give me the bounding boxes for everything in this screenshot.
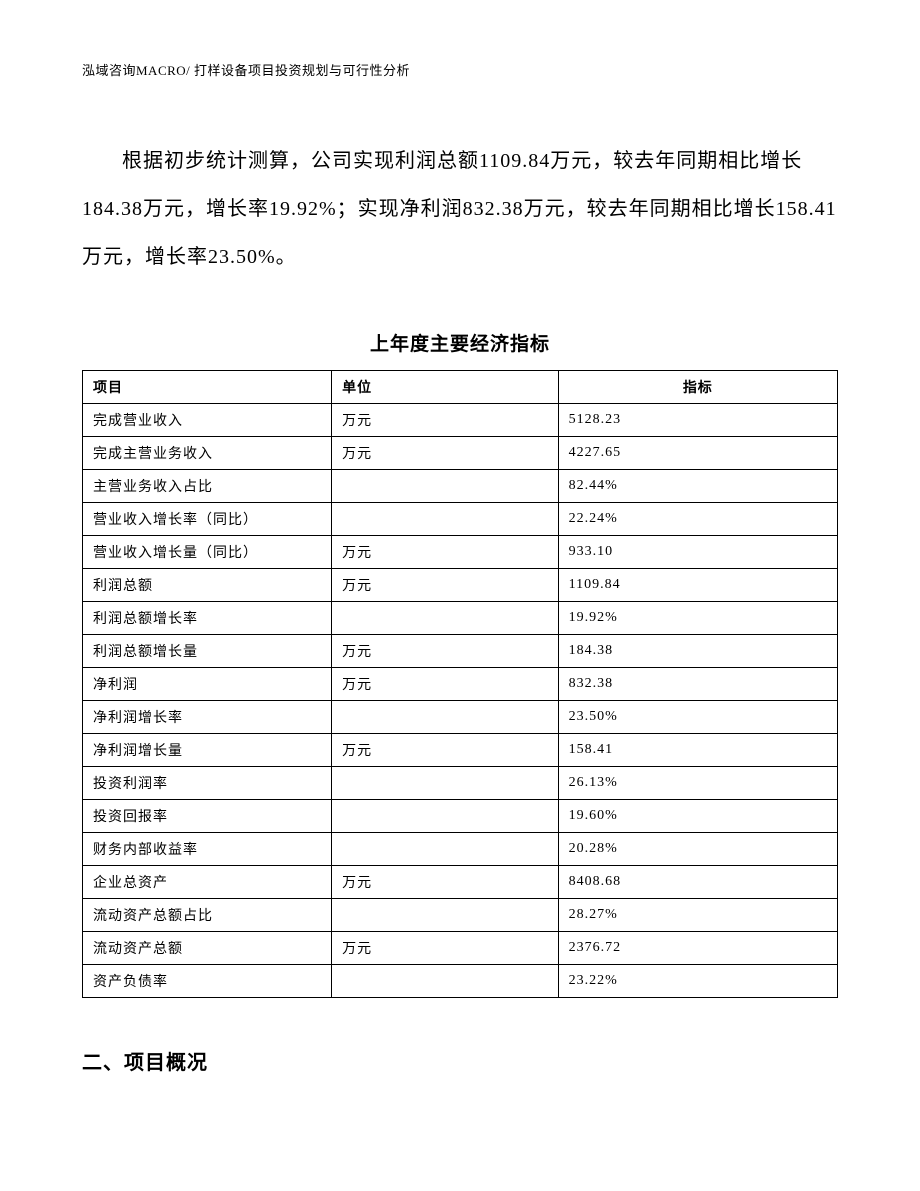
table-cell: 万元 bbox=[332, 932, 559, 965]
table-cell: 82.44% bbox=[558, 470, 837, 503]
table-cell: 流动资产总额占比 bbox=[83, 899, 332, 932]
table-cell bbox=[332, 602, 559, 635]
table-cell bbox=[332, 470, 559, 503]
table-cell: 资产负债率 bbox=[83, 965, 332, 998]
table-cell: 26.13% bbox=[558, 767, 837, 800]
table-row: 企业总资产万元8408.68 bbox=[83, 866, 838, 899]
table-cell: 营业收入增长率（同比） bbox=[83, 503, 332, 536]
table-cell bbox=[332, 701, 559, 734]
table-row: 净利润增长量万元158.41 bbox=[83, 734, 838, 767]
table-row: 流动资产总额占比 28.27% bbox=[83, 899, 838, 932]
table-cell: 万元 bbox=[332, 635, 559, 668]
table-cell: 万元 bbox=[332, 569, 559, 602]
table-cell: 净利润增长率 bbox=[83, 701, 332, 734]
table-cell bbox=[332, 899, 559, 932]
table-cell bbox=[332, 503, 559, 536]
table-cell: 企业总资产 bbox=[83, 866, 332, 899]
column-header: 项目 bbox=[83, 371, 332, 404]
section-heading: 二、项目概况 bbox=[82, 1046, 838, 1075]
table-cell: 20.28% bbox=[558, 833, 837, 866]
table-cell: 158.41 bbox=[558, 734, 837, 767]
table-title: 上年度主要经济指标 bbox=[82, 329, 838, 356]
table-cell: 8408.68 bbox=[558, 866, 837, 899]
column-header: 单位 bbox=[332, 371, 559, 404]
table-cell: 净利润增长量 bbox=[83, 734, 332, 767]
table-row: 利润总额增长量万元184.38 bbox=[83, 635, 838, 668]
table-cell: 投资利润率 bbox=[83, 767, 332, 800]
table-cell: 流动资产总额 bbox=[83, 932, 332, 965]
table-row: 投资利润率 26.13% bbox=[83, 767, 838, 800]
table-cell: 4227.65 bbox=[558, 437, 837, 470]
table-cell: 完成营业收入 bbox=[83, 404, 332, 437]
table-cell: 万元 bbox=[332, 668, 559, 701]
table-row: 利润总额增长率 19.92% bbox=[83, 602, 838, 635]
table-cell: 主营业务收入占比 bbox=[83, 470, 332, 503]
table-cell bbox=[332, 965, 559, 998]
table-cell: 184.38 bbox=[558, 635, 837, 668]
table-cell bbox=[332, 800, 559, 833]
economic-indicators-table: 项目 单位 指标 完成营业收入万元5128.23完成主营业务收入万元4227.6… bbox=[82, 370, 838, 998]
table-cell: 净利润 bbox=[83, 668, 332, 701]
table-cell: 万元 bbox=[332, 437, 559, 470]
table-row: 营业收入增长量（同比）万元933.10 bbox=[83, 536, 838, 569]
table-cell bbox=[332, 767, 559, 800]
table-row: 完成主营业务收入万元4227.65 bbox=[83, 437, 838, 470]
table-row: 净利润增长率 23.50% bbox=[83, 701, 838, 734]
table-cell: 万元 bbox=[332, 866, 559, 899]
table-cell: 19.60% bbox=[558, 800, 837, 833]
table-cell: 28.27% bbox=[558, 899, 837, 932]
table-cell: 完成主营业务收入 bbox=[83, 437, 332, 470]
table-cell: 933.10 bbox=[558, 536, 837, 569]
table-row: 利润总额万元1109.84 bbox=[83, 569, 838, 602]
table-row: 财务内部收益率 20.28% bbox=[83, 833, 838, 866]
table-cell: 2376.72 bbox=[558, 932, 837, 965]
table-cell: 利润总额增长量 bbox=[83, 635, 332, 668]
table-row: 资产负债率 23.22% bbox=[83, 965, 838, 998]
table-cell: 23.22% bbox=[558, 965, 837, 998]
table-cell bbox=[332, 833, 559, 866]
table-cell: 1109.84 bbox=[558, 569, 837, 602]
table-cell: 万元 bbox=[332, 404, 559, 437]
table-row: 流动资产总额万元2376.72 bbox=[83, 932, 838, 965]
table-cell: 832.38 bbox=[558, 668, 837, 701]
table-cell: 23.50% bbox=[558, 701, 837, 734]
table-header-row: 项目 单位 指标 bbox=[83, 371, 838, 404]
table-cell: 万元 bbox=[332, 536, 559, 569]
table-cell: 22.24% bbox=[558, 503, 837, 536]
body-paragraph: 根据初步统计测算，公司实现利润总额1109.84万元，较去年同期相比增长184.… bbox=[82, 137, 838, 281]
table-row: 完成营业收入万元5128.23 bbox=[83, 404, 838, 437]
document-header: 泓域咨询MACRO/ 打样设备项目投资规划与可行性分析 bbox=[82, 60, 838, 79]
table-cell: 财务内部收益率 bbox=[83, 833, 332, 866]
table-cell: 5128.23 bbox=[558, 404, 837, 437]
table-row: 营业收入增长率（同比） 22.24% bbox=[83, 503, 838, 536]
column-header: 指标 bbox=[558, 371, 837, 404]
table-cell: 营业收入增长量（同比） bbox=[83, 536, 332, 569]
table-cell: 利润总额增长率 bbox=[83, 602, 332, 635]
table-row: 主营业务收入占比 82.44% bbox=[83, 470, 838, 503]
table-row: 净利润万元832.38 bbox=[83, 668, 838, 701]
table-cell: 万元 bbox=[332, 734, 559, 767]
table-cell: 利润总额 bbox=[83, 569, 332, 602]
table-cell: 投资回报率 bbox=[83, 800, 332, 833]
table-row: 投资回报率 19.60% bbox=[83, 800, 838, 833]
table-cell: 19.92% bbox=[558, 602, 837, 635]
